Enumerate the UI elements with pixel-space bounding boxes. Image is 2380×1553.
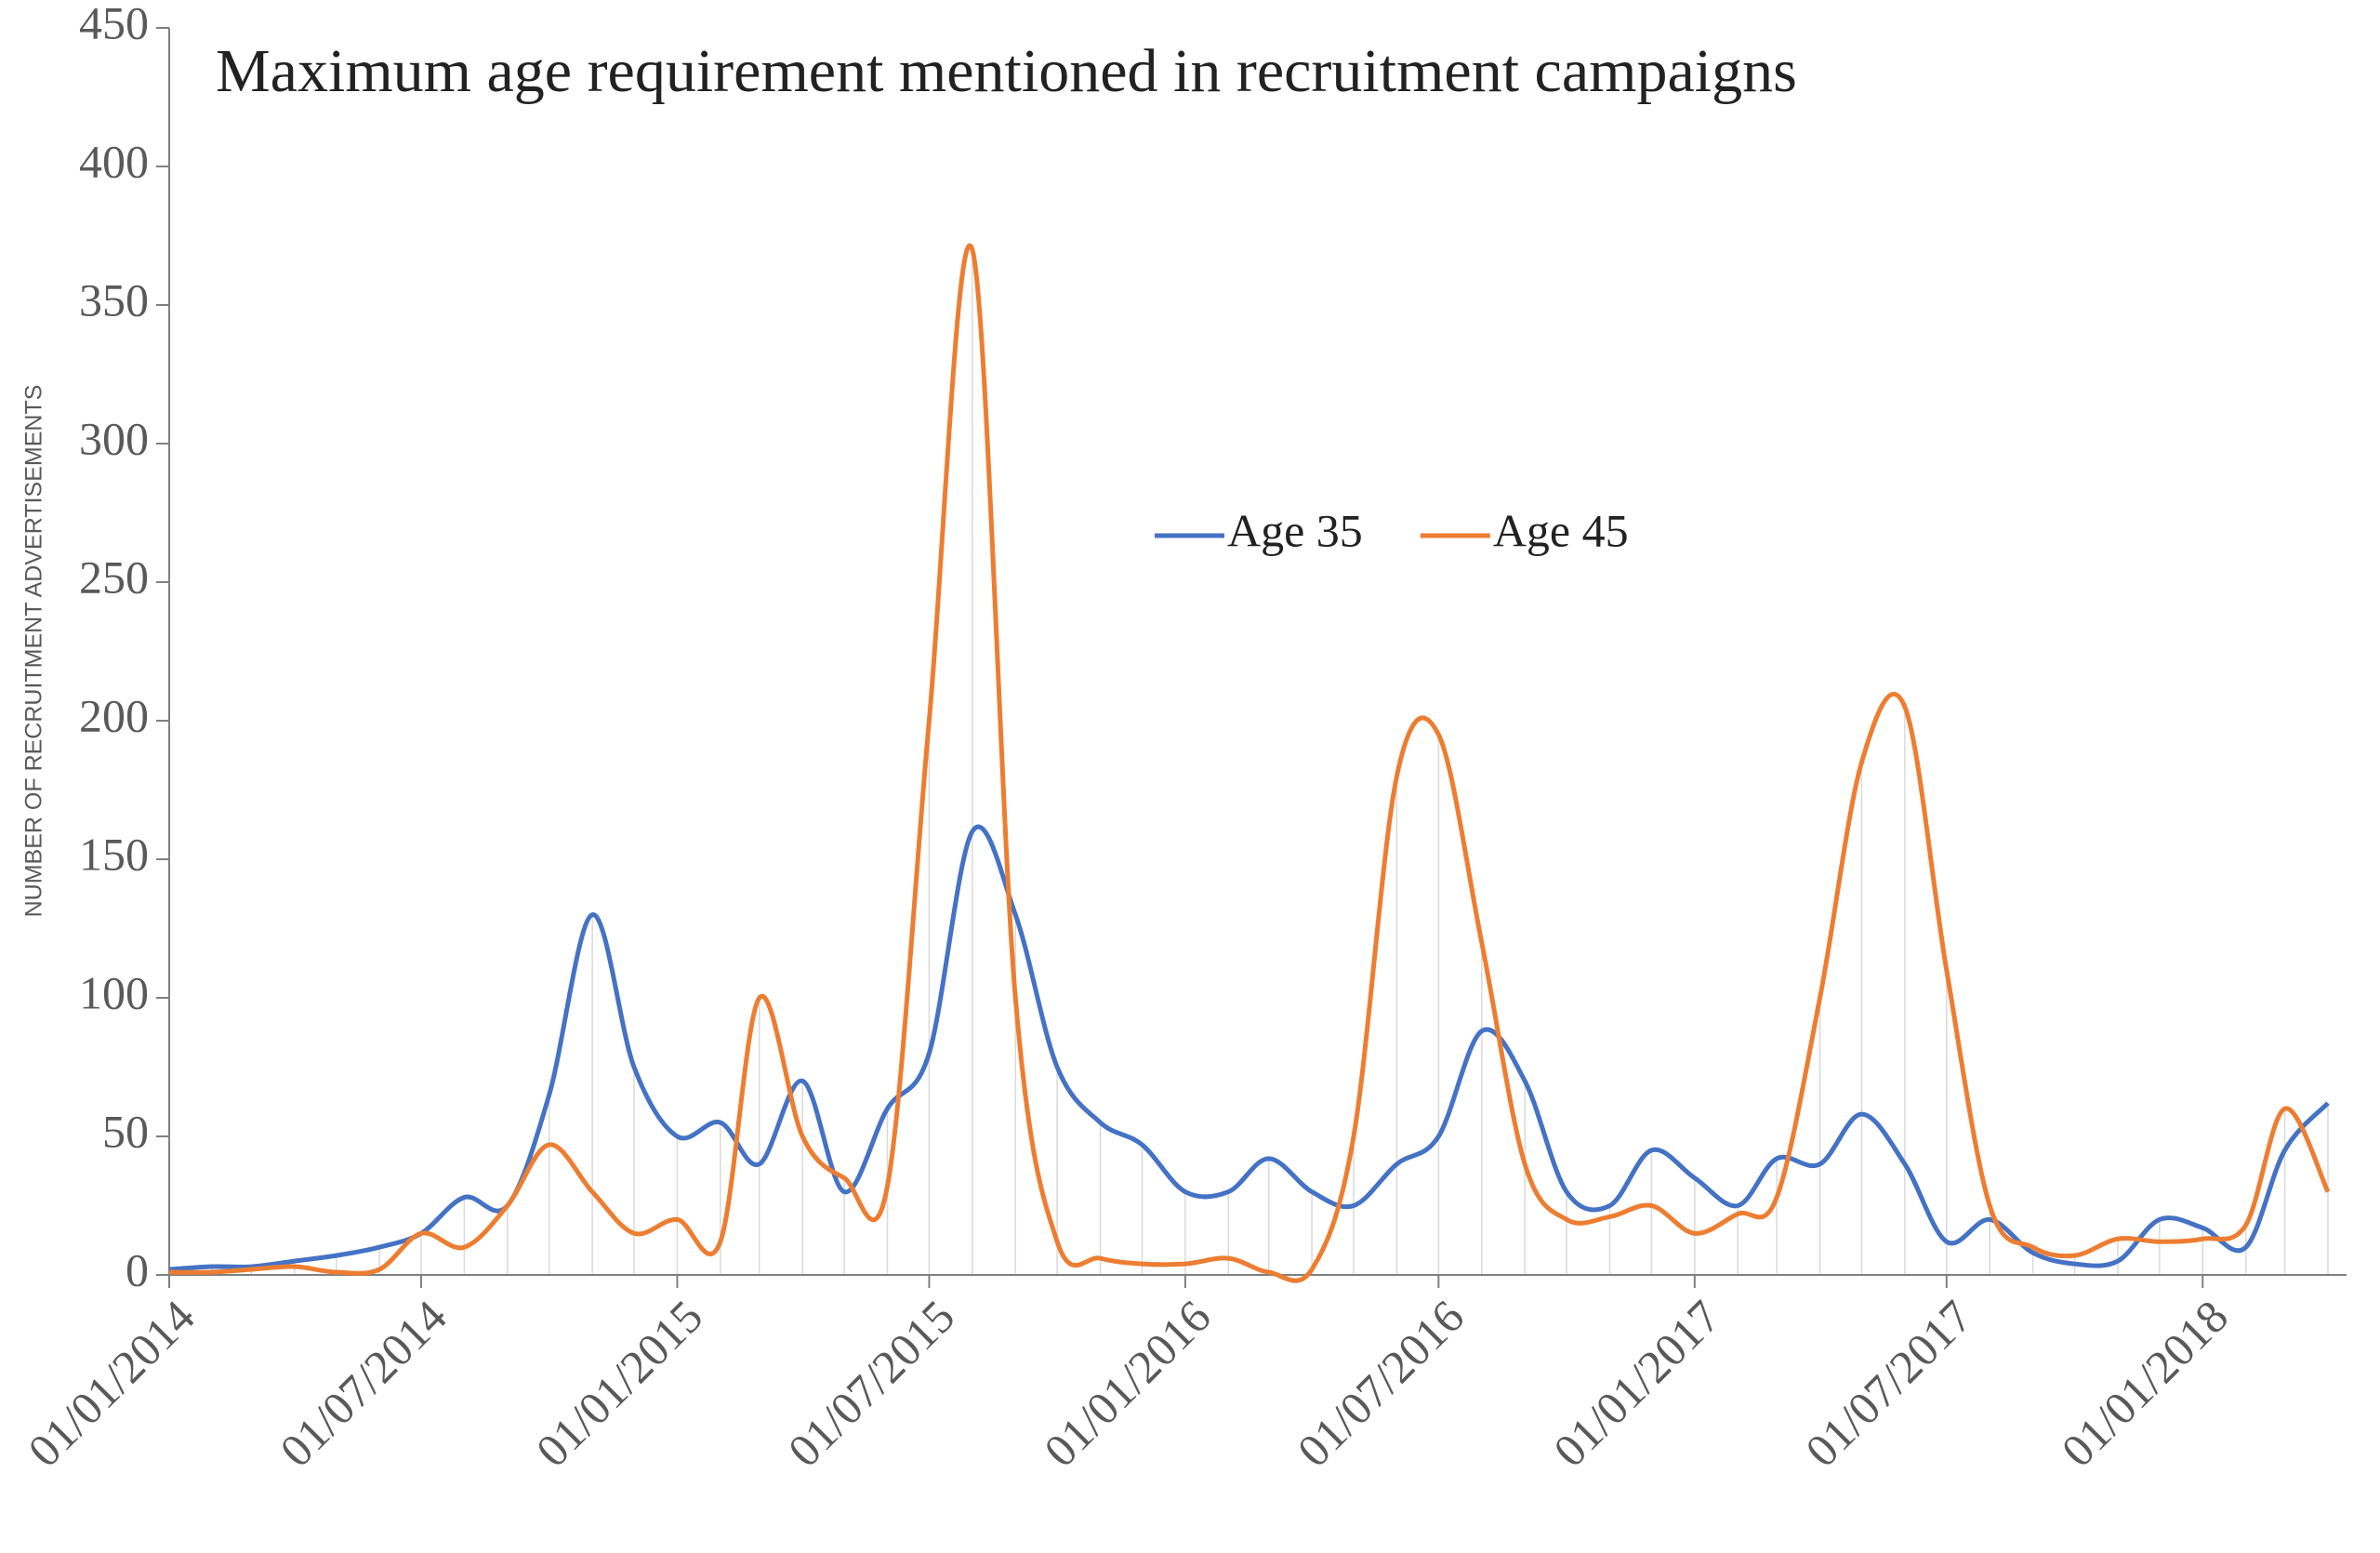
legend-label: Age 45 — [1493, 504, 1629, 556]
x-tick-label: 01/01/2017 — [1543, 1290, 1730, 1477]
x-tick-label: 01/01/2018 — [2051, 1290, 2238, 1477]
x-tick-label: 01/01/2016 — [1034, 1290, 1221, 1477]
x-tick-label: 01/01/2014 — [18, 1290, 205, 1477]
y-tick-label: 200 — [79, 689, 149, 741]
x-tick-label: 01/07/2014 — [270, 1290, 456, 1477]
y-tick-label: 50 — [102, 1105, 149, 1157]
x-tick-label: 01/07/2017 — [1795, 1290, 1982, 1477]
y-tick-label: 350 — [79, 273, 149, 325]
x-tick-label: 01/07/2015 — [778, 1290, 965, 1477]
y-axis-label: NUMBER OF RECRUITMENT ADVERTISEMENTS — [21, 385, 47, 918]
x-tick-label: 01/07/2016 — [1288, 1290, 1474, 1477]
y-tick-label: 100 — [79, 966, 149, 1018]
y-tick-label: 0 — [126, 1243, 149, 1295]
y-tick-label: 300 — [79, 412, 149, 464]
x-tick-label: 01/01/2015 — [526, 1290, 713, 1477]
y-tick-label: 150 — [79, 828, 149, 880]
line-series — [168, 824, 2330, 1272]
chart-title: Maximum age requirement mentioned in rec… — [216, 37, 1797, 105]
y-tick-label: 400 — [79, 135, 149, 187]
legend-label: Age 35 — [1227, 504, 1363, 556]
line-series — [168, 244, 2331, 1283]
y-tick-label: 450 — [79, 0, 149, 48]
y-tick-label: 250 — [79, 551, 149, 603]
